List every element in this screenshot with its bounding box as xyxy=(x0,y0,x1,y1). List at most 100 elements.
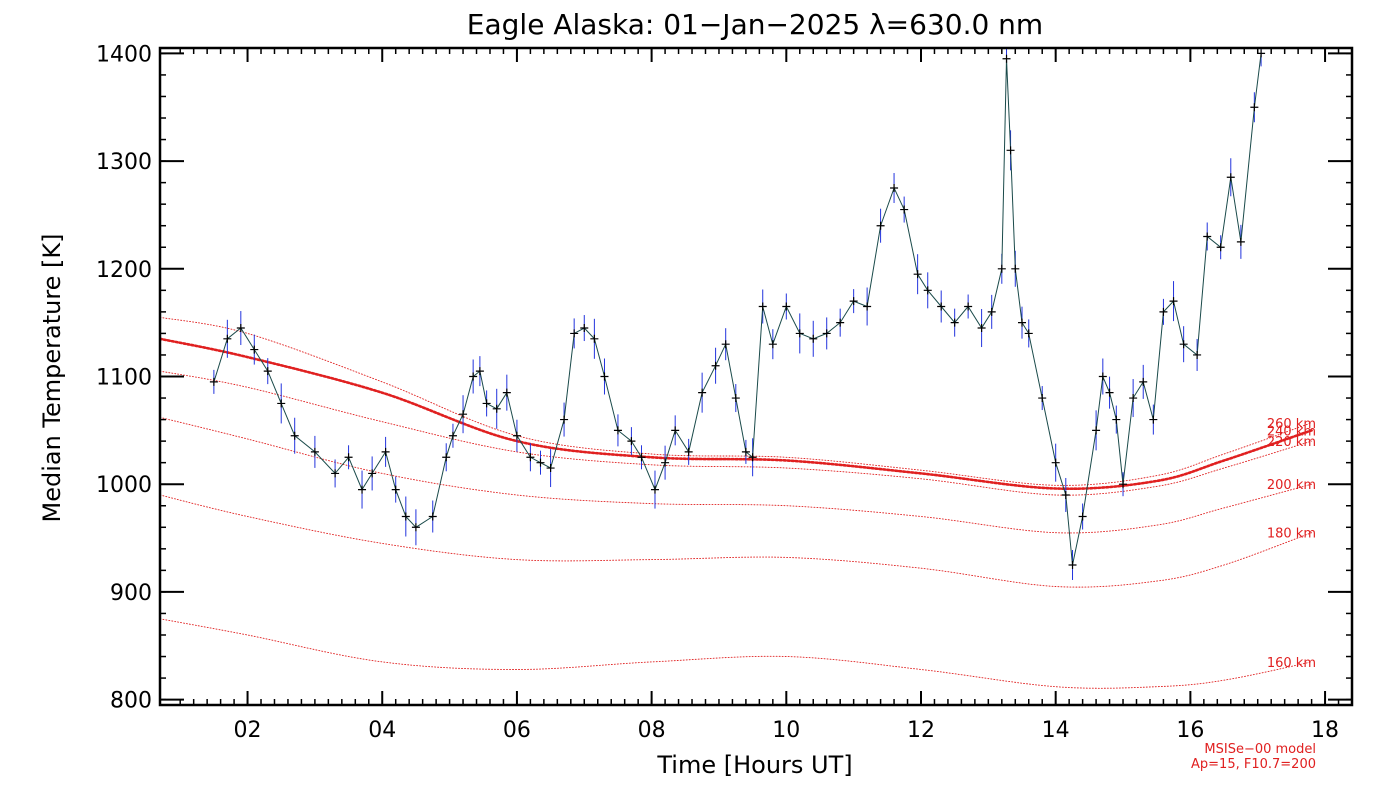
data-point xyxy=(1024,329,1033,338)
data-point xyxy=(1068,560,1077,569)
x-tick-label: 16 xyxy=(1176,718,1204,743)
data-point xyxy=(1002,54,1011,63)
data-point xyxy=(459,410,468,419)
y-tick-label: 1300 xyxy=(96,150,152,175)
data-point xyxy=(613,426,622,435)
data-point xyxy=(637,453,646,462)
data-point xyxy=(900,205,909,214)
data-point xyxy=(977,324,986,333)
data-point xyxy=(809,334,818,343)
data-point xyxy=(310,447,319,456)
data-point xyxy=(600,372,609,381)
data-point xyxy=(1159,307,1168,316)
footnote-model: MSISe−00 model xyxy=(1204,742,1316,757)
data-point xyxy=(492,404,501,413)
data-point xyxy=(263,367,272,376)
data-point xyxy=(1006,146,1015,155)
x-tick-label: 02 xyxy=(234,718,262,743)
data-point xyxy=(1018,318,1027,327)
data-point xyxy=(698,388,707,397)
data-point xyxy=(997,264,1006,273)
data-point xyxy=(482,399,491,408)
data-point xyxy=(277,399,286,408)
data-point xyxy=(748,453,757,462)
y-tick-label: 900 xyxy=(110,581,152,606)
data-point xyxy=(1078,512,1087,521)
data-point xyxy=(344,453,353,462)
data-point xyxy=(1061,490,1070,499)
model-label-5: 240 km xyxy=(1267,424,1316,439)
data-point xyxy=(1011,264,1020,273)
x-tick-label: 10 xyxy=(772,718,800,743)
model-curve-5 xyxy=(160,337,1313,491)
data-point xyxy=(560,415,569,424)
data-point xyxy=(731,394,740,403)
model-curve-2 xyxy=(160,494,1313,588)
data-point xyxy=(209,377,218,386)
model-label-3: 200 km xyxy=(1267,478,1316,493)
data-point xyxy=(546,464,555,473)
data-point xyxy=(987,307,996,316)
model-curve-4 xyxy=(160,370,1313,496)
data-point xyxy=(469,372,478,381)
model-label-2: 180 km xyxy=(1267,527,1316,542)
data-point xyxy=(1250,103,1259,112)
data-point xyxy=(580,324,589,333)
model-label-1: 160 km xyxy=(1267,656,1316,671)
data-point xyxy=(876,221,885,230)
x-axis-label: Time [Hours UT] xyxy=(656,751,852,779)
chart-title: Eagle Alaska: 01−Jan−2025 λ=630.0 nm xyxy=(467,8,1043,41)
data-point xyxy=(536,458,545,467)
y-tick-label: 1400 xyxy=(96,42,152,67)
data-point xyxy=(822,329,831,338)
data-point xyxy=(475,367,484,376)
data-point xyxy=(223,334,232,343)
data-point xyxy=(512,431,521,440)
data-point xyxy=(381,447,390,456)
data-point xyxy=(448,431,457,440)
data-point xyxy=(849,297,858,306)
model-curve-1 xyxy=(160,618,1313,689)
data-point xyxy=(1216,243,1225,252)
data-point xyxy=(1236,237,1245,246)
data-point xyxy=(1129,394,1138,403)
data-point xyxy=(937,302,946,311)
data-point xyxy=(721,340,730,349)
model-curve-3 xyxy=(160,416,1313,534)
axes: 02 04 06 08 10 12 14 16 18 800 900 1000 1100 1200 1300… xyxy=(96,42,1354,743)
data-point xyxy=(290,431,299,440)
data-point xyxy=(782,302,791,311)
data-point xyxy=(711,361,720,370)
y-axis-label: Median Temperature [K] xyxy=(38,233,66,522)
x-tick-label: 06 xyxy=(503,718,531,743)
data-point xyxy=(1092,426,1101,435)
data-point xyxy=(1139,377,1148,386)
data-point xyxy=(795,329,804,338)
data-point xyxy=(428,512,437,521)
data-point xyxy=(863,302,872,311)
model-curves xyxy=(160,316,1313,689)
y-tick-label: 1200 xyxy=(96,258,152,283)
data-point xyxy=(1226,173,1235,182)
data-point xyxy=(1119,480,1128,489)
y-tick-label: 800 xyxy=(110,689,152,714)
data-point xyxy=(358,485,367,494)
x-tick-label: 12 xyxy=(907,718,935,743)
data-point xyxy=(442,453,451,462)
data-point xyxy=(570,329,579,338)
x-tick-label: 04 xyxy=(368,718,396,743)
data-point xyxy=(768,340,777,349)
x-tick-label: 18 xyxy=(1311,718,1339,743)
data-point xyxy=(1038,394,1047,403)
data-point xyxy=(950,318,959,327)
data-point xyxy=(923,286,932,295)
data-point xyxy=(1179,340,1188,349)
data-point xyxy=(526,453,535,462)
data-point xyxy=(590,334,599,343)
data-point xyxy=(964,302,973,311)
data-point xyxy=(671,426,680,435)
model-curve-6 xyxy=(160,316,1313,486)
data-point xyxy=(1112,415,1121,424)
data-point xyxy=(1203,232,1212,241)
data-point xyxy=(741,447,750,456)
